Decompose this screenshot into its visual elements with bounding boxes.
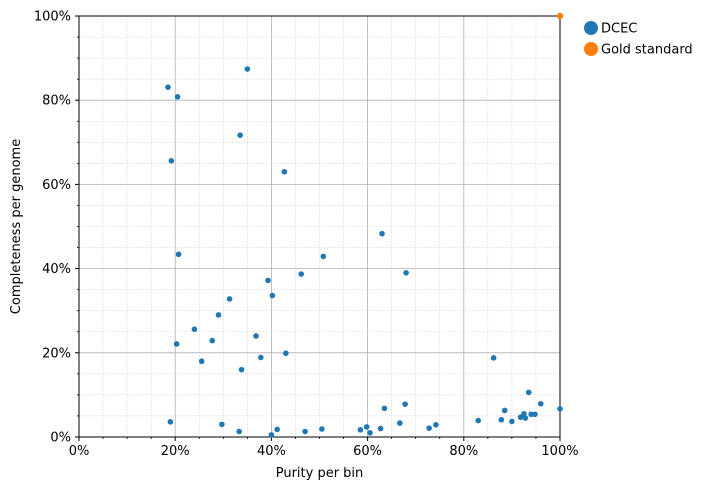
dcec-point	[274, 426, 280, 433]
dcec-point	[244, 66, 251, 72]
legend-marker	[584, 42, 598, 56]
x-tick-label: 40%	[257, 444, 286, 459]
dcec-point	[175, 251, 182, 258]
y-tick-label: 100%	[34, 10, 71, 25]
x-tick-label: 100%	[541, 444, 578, 459]
grid	[79, 16, 560, 437]
dcec-point	[168, 158, 175, 164]
dcec-point	[258, 354, 264, 361]
gold-standard-point	[556, 12, 564, 20]
dcec-point	[490, 355, 497, 361]
dcec-point	[283, 350, 289, 357]
legend-marker	[584, 21, 598, 35]
dcec-point	[377, 425, 384, 432]
legend-label: Gold standard	[601, 43, 693, 58]
dcec-point	[191, 326, 198, 333]
dcec-point	[367, 429, 373, 436]
dcec-point	[320, 253, 327, 260]
dcec-point	[219, 421, 225, 428]
dcec-point	[357, 427, 364, 433]
dcec-point	[268, 432, 275, 438]
data-points	[165, 12, 564, 438]
dcec-point	[433, 421, 439, 428]
dcec-point	[363, 424, 370, 430]
dcec-point	[402, 401, 408, 407]
dcec-point	[381, 405, 388, 412]
y-tick-label: 40%	[42, 262, 71, 277]
dcec-point	[238, 366, 245, 373]
dcec-point	[397, 420, 403, 426]
axes: 0% 20% 40% 60% 80% 100% 0% 20% 40% 60% 80% 100%	[34, 10, 579, 460]
dcec-point	[379, 230, 385, 237]
y-tick-label: 60%	[42, 178, 71, 193]
dcec-point	[557, 405, 563, 412]
dcec-point	[403, 270, 409, 276]
x-tick-label: 20%	[161, 444, 190, 459]
dcec-point	[237, 132, 243, 138]
plot-frame	[78, 15, 561, 438]
x-tick-label: 0%	[69, 444, 90, 459]
dcec-point	[165, 84, 171, 90]
dcec-point	[236, 428, 242, 435]
dcec-point	[215, 312, 222, 318]
dcec-point	[302, 428, 308, 435]
y-tick-label: 0%	[50, 431, 71, 446]
dcec-point	[226, 296, 233, 302]
dcec-point	[426, 425, 432, 431]
y-tick-label: 20%	[42, 346, 71, 361]
dcec-point	[528, 411, 534, 418]
y-axis-label: Completeness per genome	[9, 139, 24, 314]
dcec-point	[167, 419, 174, 425]
dcec-point	[501, 407, 508, 414]
dcec-point	[253, 333, 259, 339]
dcec-point	[209, 337, 216, 344]
x-axis-label: Purity per bin	[276, 466, 364, 481]
dcec-point	[498, 416, 505, 423]
dcec-point	[269, 292, 276, 299]
dcec-point	[319, 426, 325, 432]
legend: DCEC Gold standard	[584, 21, 693, 58]
x-tick-label: 80%	[449, 444, 478, 459]
dcec-point	[522, 415, 529, 421]
y-tick-label: 80%	[42, 94, 71, 109]
dcec-point	[174, 94, 181, 100]
dcec-point	[265, 277, 271, 284]
dcec-point	[525, 389, 532, 396]
dcec-point	[521, 411, 527, 417]
x-tick-label: 60%	[353, 444, 382, 459]
dcec-point	[298, 271, 305, 277]
dcec-point	[281, 168, 288, 175]
legend-label: DCEC	[601, 22, 637, 37]
dcec-point	[532, 411, 538, 418]
dcec-point	[475, 417, 482, 424]
dcec-point	[173, 341, 180, 347]
dcec-point	[198, 358, 205, 365]
dcec-point	[509, 418, 515, 425]
dcec-point	[537, 400, 544, 407]
